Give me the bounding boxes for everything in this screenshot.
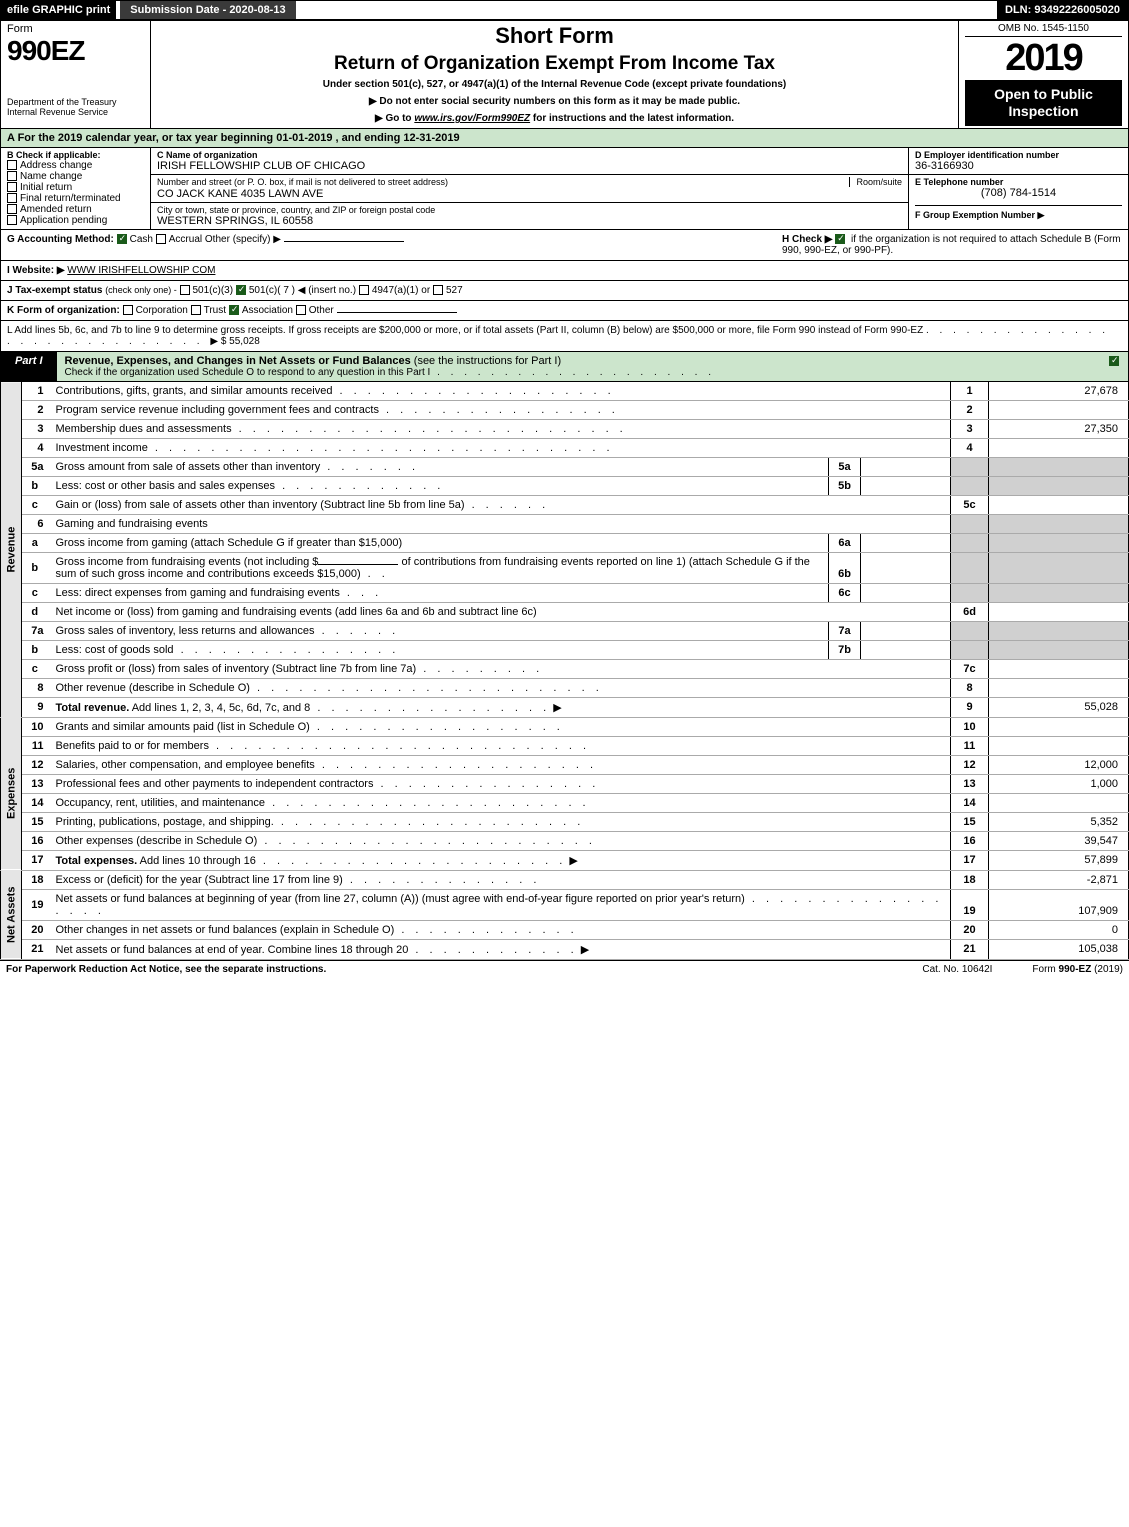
checkbox-cash[interactable] xyxy=(117,234,127,244)
irs-label: Internal Revenue Service xyxy=(7,107,144,117)
box-c-city: City or town, state or province, country… xyxy=(151,202,909,229)
open-public-inspection: Open to Public Inspection xyxy=(965,80,1122,126)
efile-print-button[interactable]: efile GRAPHIC print xyxy=(1,1,116,19)
street-address: CO JACK KANE 4035 LAWN AVE xyxy=(157,188,902,200)
box-e-f: E Telephone number (708) 784-1514 F Grou… xyxy=(909,174,1129,229)
title-short-form: Short Form xyxy=(157,23,952,49)
line-19-value: 107,909 xyxy=(989,889,1129,920)
line-10-value xyxy=(989,717,1129,736)
line-1-value: 27,678 xyxy=(989,382,1129,401)
line-18-value: -2,871 xyxy=(989,870,1129,889)
row-j: J Tax-exempt status (check only one) - 5… xyxy=(0,281,1129,301)
line-2-value xyxy=(989,400,1129,419)
line-8-value xyxy=(989,678,1129,697)
line-5c-value xyxy=(989,495,1129,514)
gross-receipts-amount: ▶ $ 55,028 xyxy=(210,336,259,347)
submission-date: Submission Date - 2020-08-13 xyxy=(120,1,295,19)
checkbox-accrual[interactable] xyxy=(156,234,166,244)
box-d: D Employer identification number 36-3166… xyxy=(909,147,1129,174)
row-i: I Website: ▶ WWW IRISHFELLOWSHIP COM xyxy=(0,261,1129,281)
row-g-h: G Accounting Method: Cash Accrual Other … xyxy=(0,230,1129,261)
checkbox-trust[interactable] xyxy=(191,305,201,315)
city-state-zip: WESTERN SPRINGS, IL 60558 xyxy=(157,215,902,227)
checkbox-501c3[interactable] xyxy=(180,285,190,295)
dln: DLN: 93492226005020 xyxy=(997,1,1128,19)
checkbox-application-pending[interactable] xyxy=(7,215,17,225)
form-number: 990EZ xyxy=(7,35,144,67)
line-7c-value xyxy=(989,659,1129,678)
ein: 36-3166930 xyxy=(915,160,1122,172)
website-value: WWW IRISHFELLOWSHIP COM xyxy=(67,265,215,276)
instruction-no-ssn: ▶ Do not enter social security numbers o… xyxy=(157,96,952,107)
box-f: F Group Exemption Number ▶ xyxy=(915,210,1044,220)
row-l: L Add lines 5b, 6c, and 7b to line 9 to … xyxy=(0,321,1129,352)
line-15-value: 5,352 xyxy=(989,812,1129,831)
checkbox-final-return[interactable] xyxy=(7,193,17,203)
cat-number: Cat. No. 10642I xyxy=(922,964,992,975)
checkbox-schedule-b[interactable] xyxy=(835,234,845,244)
box-b: B Check if applicable: Address change Na… xyxy=(1,147,151,229)
line-3-value: 27,350 xyxy=(989,419,1129,438)
line-20-value: 0 xyxy=(989,920,1129,939)
line-6d-value xyxy=(989,602,1129,621)
irs-link[interactable]: www.irs.gov/Form990EZ xyxy=(414,113,530,124)
telephone: (708) 784-1514 xyxy=(915,187,1122,199)
section-expenses: Expenses xyxy=(1,717,22,870)
checkbox-schedule-o[interactable] xyxy=(1109,356,1119,366)
line-21-value: 105,038 xyxy=(989,939,1129,959)
checkbox-other-org[interactable] xyxy=(296,305,306,315)
form-version: Form 990-EZ (2019) xyxy=(1032,964,1123,975)
line-4-value xyxy=(989,438,1129,457)
instruction-goto: ▶ Go to www.irs.gov/Form990EZ for instru… xyxy=(157,113,952,124)
title-under-section: Under section 501(c), 527, or 4947(a)(1)… xyxy=(157,79,952,90)
checkbox-address-change[interactable] xyxy=(7,160,17,170)
section-net-assets: Net Assets xyxy=(1,870,22,959)
lines-table: Revenue 1 Contributions, gifts, grants, … xyxy=(0,382,1129,960)
top-bar: efile GRAPHIC print Submission Date - 20… xyxy=(0,0,1129,20)
org-name: IRISH FELLOWSHIP CLUB OF CHICAGO xyxy=(157,160,902,172)
box-c-name: C Name of organization IRISH FELLOWSHIP … xyxy=(151,147,909,174)
page-footer: For Paperwork Reduction Act Notice, see … xyxy=(0,960,1129,978)
line-12-value: 12,000 xyxy=(989,755,1129,774)
checkbox-name-change[interactable] xyxy=(7,171,17,181)
entity-info: B Check if applicable: Address change Na… xyxy=(0,147,1129,230)
line-14-value xyxy=(989,793,1129,812)
checkbox-association[interactable] xyxy=(229,305,239,315)
form-label: Form xyxy=(7,23,144,35)
paperwork-notice: For Paperwork Reduction Act Notice, see … xyxy=(6,964,326,975)
omb-number: OMB No. 1545-1150 xyxy=(965,23,1122,37)
checkbox-corporation[interactable] xyxy=(123,305,133,315)
row-k: K Form of organization: Corporation Trus… xyxy=(0,301,1129,321)
line-9-value: 55,028 xyxy=(989,697,1129,717)
form-header: Form 990EZ Department of the Treasury In… xyxy=(0,20,1129,129)
line-11-value xyxy=(989,736,1129,755)
part-i-tab: Part I xyxy=(1,352,57,381)
tax-year: 2019 xyxy=(965,37,1122,80)
checkbox-amended-return[interactable] xyxy=(7,204,17,214)
line-16-value: 39,547 xyxy=(989,831,1129,850)
section-revenue: Revenue xyxy=(1,382,22,718)
checkbox-initial-return[interactable] xyxy=(7,182,17,192)
box-c-address: Number and street (or P. O. box, if mail… xyxy=(151,174,909,202)
checkbox-4947a1[interactable] xyxy=(359,285,369,295)
line-17-value: 57,899 xyxy=(989,850,1129,870)
title-return: Return of Organization Exempt From Incom… xyxy=(157,53,952,75)
checkbox-501c[interactable] xyxy=(236,285,246,295)
dept-treasury: Department of the Treasury xyxy=(7,97,144,107)
part-i-header: Part I Revenue, Expenses, and Changes in… xyxy=(0,352,1129,382)
line-13-value: 1,000 xyxy=(989,774,1129,793)
checkbox-527[interactable] xyxy=(433,285,443,295)
period-row: A For the 2019 calendar year, or tax yea… xyxy=(0,129,1129,147)
